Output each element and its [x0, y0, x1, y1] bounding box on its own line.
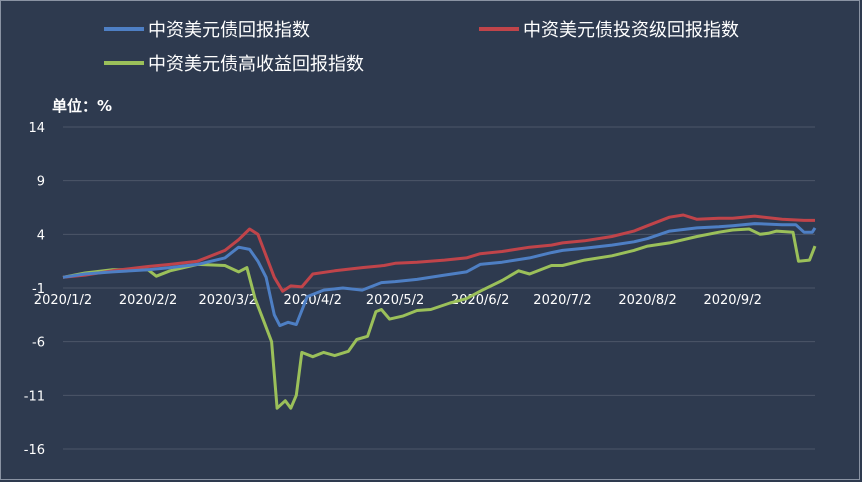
x-tick-label-5: 2020/6/2 [451, 293, 509, 308]
y-tick-label-4: -6 [32, 336, 45, 351]
series-line-0 [62, 222, 817, 328]
unit-label: 单位：% [52, 97, 113, 115]
y-tick-label-1: 9 [37, 175, 45, 190]
legend-label-1: 中资美元债投资级回报指数 [523, 20, 739, 41]
x-tick-label-6: 2020/7/2 [533, 293, 591, 308]
legend-item-series-1: 中资美元债投资级回报指数 [479, 16, 739, 42]
series-line-2 [62, 227, 817, 410]
series-line-1 [62, 213, 815, 293]
legend-swatch-2 [104, 61, 144, 65]
x-tick-label-3: 2020/4/2 [284, 293, 342, 308]
x-tick-label-1: 2020/2/2 [119, 293, 177, 308]
x-tick-label-8: 2020/9/2 [703, 293, 761, 308]
y-tick-label-0: 14 [28, 121, 45, 136]
legend-label-0: 中资美元债回报指数 [148, 20, 310, 41]
x-tick-label-4: 2020/5/2 [366, 293, 424, 308]
legend-item-series-0: 中资美元债回报指数 [104, 16, 310, 42]
legend-swatch-1 [479, 27, 519, 31]
y-tick-label-2: 4 [37, 228, 45, 243]
y-tick-label-3: -1 [32, 282, 45, 297]
y-tick-label-6: -16 [24, 443, 45, 458]
legend-item-series-2: 中资美元债高收益回报指数 [104, 50, 364, 76]
y-tick-label-5: -11 [24, 389, 45, 404]
x-tick-label-2: 2020/3/2 [198, 293, 256, 308]
x-tick-label-0: 2020/1/2 [34, 293, 92, 308]
legend-swatch-0 [104, 27, 144, 31]
x-tick-label-7: 2020/8/2 [618, 293, 676, 308]
legend-label-2: 中资美元债高收益回报指数 [148, 54, 364, 75]
